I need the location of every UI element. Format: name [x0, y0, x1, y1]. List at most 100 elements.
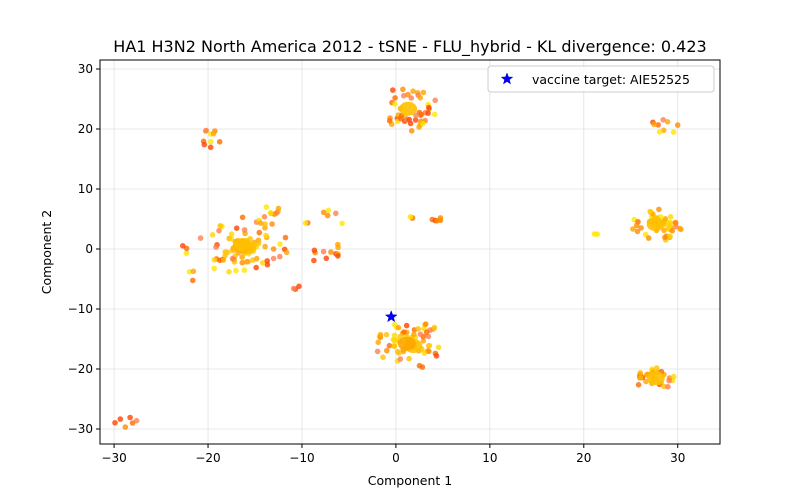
data-point — [392, 101, 398, 107]
data-point — [290, 285, 297, 292]
data-point — [391, 337, 398, 344]
data-point — [400, 86, 406, 93]
data-point — [403, 322, 410, 329]
y-tick-label: −30 — [68, 422, 93, 436]
data-point — [420, 338, 427, 344]
data-point — [416, 362, 423, 369]
data-point — [253, 264, 259, 271]
data-point — [201, 141, 208, 148]
data-point — [383, 331, 390, 338]
data-point — [413, 112, 419, 119]
data-point — [222, 249, 228, 255]
vaccine-target-marker-layer — [384, 310, 398, 323]
data-point — [267, 210, 274, 216]
data-point — [406, 116, 413, 123]
data-points — [112, 86, 684, 430]
data-point — [323, 255, 330, 262]
x-tick-label: 0 — [392, 451, 400, 465]
data-point — [431, 324, 438, 331]
data-point — [261, 214, 268, 220]
data-point — [665, 383, 671, 390]
data-point — [651, 121, 657, 128]
data-point — [634, 228, 641, 235]
data-point — [667, 233, 673, 239]
data-point — [264, 258, 271, 264]
data-point — [241, 227, 248, 233]
data-point — [324, 212, 331, 219]
data-point — [375, 339, 382, 346]
y-tick-label: 0 — [85, 242, 93, 256]
data-point — [263, 232, 269, 239]
data-point — [417, 331, 424, 338]
x-tick-label: −10 — [289, 451, 314, 465]
legend-star-icon — [500, 72, 514, 85]
data-point — [435, 344, 442, 351]
data-point — [226, 269, 232, 275]
data-point — [666, 222, 673, 228]
data-point — [674, 122, 681, 128]
data-point — [645, 235, 652, 241]
data-point — [133, 417, 140, 424]
data-point — [282, 234, 289, 241]
data-point — [210, 130, 217, 137]
data-point — [633, 222, 640, 229]
x-axis-ticks: −30 −20 −10 0 10 20 30 — [101, 444, 685, 465]
data-point — [302, 220, 309, 226]
data-point — [216, 139, 223, 145]
data-point — [423, 329, 430, 336]
data-point — [386, 342, 393, 349]
data-point — [275, 205, 282, 212]
data-point — [333, 210, 339, 217]
data-point — [228, 236, 235, 242]
data-point — [391, 343, 398, 350]
data-point — [117, 416, 124, 422]
data-point — [384, 347, 390, 354]
data-point — [320, 209, 327, 216]
data-point — [259, 260, 266, 266]
data-point — [426, 348, 432, 355]
data-point — [190, 268, 197, 275]
cluster-core — [397, 336, 416, 351]
grid-lines — [100, 60, 720, 444]
data-point — [394, 348, 401, 355]
data-point — [411, 331, 417, 338]
data-point — [239, 214, 246, 221]
data-point — [656, 129, 663, 135]
data-point — [255, 240, 262, 247]
x-tick-label: 30 — [670, 451, 685, 465]
data-point — [647, 208, 653, 215]
plot-area-frame — [99, 59, 721, 445]
data-point — [426, 104, 432, 111]
data-point — [269, 221, 275, 227]
data-point — [407, 214, 414, 220]
y-tick-label: −10 — [68, 302, 93, 316]
data-point — [335, 244, 341, 251]
data-point — [283, 249, 290, 256]
data-point — [423, 321, 429, 327]
data-point — [392, 95, 398, 101]
y-tick-label: −20 — [68, 362, 93, 376]
data-point — [397, 333, 404, 340]
data-point — [270, 246, 277, 252]
data-point — [434, 218, 440, 224]
data-point — [262, 243, 268, 250]
data-point — [386, 118, 393, 124]
y-axis-label: Component 2 — [39, 210, 54, 295]
data-point — [216, 227, 222, 234]
data-point — [426, 342, 433, 349]
data-point — [390, 87, 396, 93]
data-point — [670, 373, 677, 380]
data-point — [311, 247, 318, 254]
data-point — [395, 324, 402, 331]
data-point — [591, 231, 598, 237]
data-point — [425, 333, 432, 340]
data-point — [233, 267, 239, 274]
y-tick-label: 30 — [78, 62, 93, 76]
data-point — [406, 355, 412, 362]
data-point — [380, 354, 386, 361]
data-point — [655, 122, 661, 128]
cluster-core — [646, 371, 665, 386]
data-point — [263, 204, 270, 210]
y-axis-ticks: −30 −20 −10 0 10 20 30 — [68, 62, 100, 436]
data-point — [417, 95, 424, 101]
